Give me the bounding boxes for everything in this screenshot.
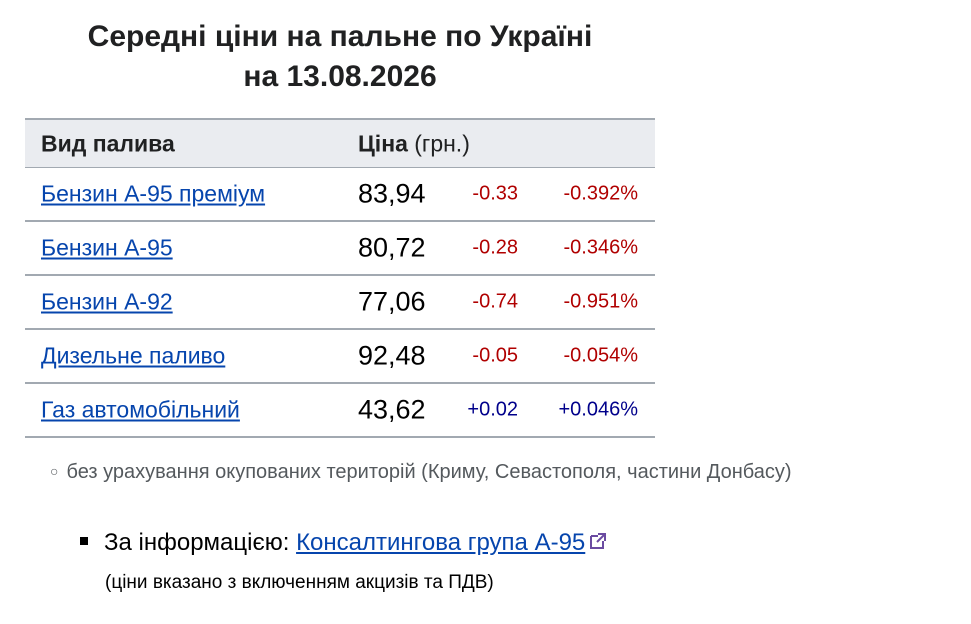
- price: 92,48: [358, 340, 426, 371]
- price: 83,94: [358, 178, 426, 209]
- price-table: Вид палива Ціна (грн.) Бензин А-95 премі…: [25, 118, 655, 438]
- header-cell: Вид палива: [41, 130, 175, 156]
- external-link-icon: [590, 533, 607, 549]
- table-row: Дизельне паливо 92,48 -0.05 -0.054%: [25, 330, 655, 384]
- price-change-percent: -0.346%: [563, 236, 639, 259]
- table-row: Бензин А-95 80,72 -0.28 -0.346%: [25, 222, 655, 276]
- bullet: ○: [50, 463, 59, 479]
- bullet: [80, 537, 88, 545]
- title-line: Середні ціни на пальне по Україні: [87, 20, 593, 53]
- source-remark: (ціни вказано з включенням акцизів та ПД…: [105, 572, 494, 593]
- table-row: Бензин А-92 77,06 -0.74 -0.951%: [25, 276, 655, 330]
- note: ○ без урахування окупованих територій (Кр…: [50, 461, 792, 484]
- price-change-percent: +0.046%: [558, 398, 638, 421]
- price-change-percent: -0.392%: [563, 182, 639, 205]
- source-label: За інформацією:: [104, 529, 290, 556]
- header-unit: (грн.): [414, 130, 470, 156]
- fuel-link[interactable]: Газ автомобільний: [41, 396, 240, 423]
- fuel-link[interactable]: Бензин А-95: [41, 234, 173, 261]
- price-change: -0.33: [472, 182, 518, 205]
- price: 80,72: [358, 232, 426, 263]
- fuel-link[interactable]: Бензин А-92: [41, 288, 173, 315]
- price: 43,62: [358, 394, 426, 425]
- price-change: -0.05: [472, 344, 518, 367]
- table-row: Газ автомобільний 43,62 +0.02 +0.046%: [25, 384, 655, 438]
- fuel-link[interactable]: Дизельне паливо: [41, 342, 226, 369]
- source: За інформацією: Консалтингова група А-95: [80, 529, 608, 557]
- header-cell: Ціна (грн.): [358, 130, 470, 157]
- source-link[interactable]: Консалтингова група А-95: [296, 529, 586, 556]
- price-change: -0.28: [472, 236, 518, 259]
- price-change-percent: -0.054%: [563, 344, 639, 367]
- table-header: Вид палива Ціна (грн.): [25, 118, 655, 168]
- header-price: Ціна: [358, 130, 408, 156]
- table-row: Бензин А-95 преміум 83,94 -0.33 -0.392%: [25, 168, 655, 222]
- price: 77,06: [358, 286, 426, 317]
- price-change: +0.02: [467, 398, 518, 421]
- price-change: -0.74: [472, 290, 518, 313]
- title-line: на 13.08.2026: [243, 60, 437, 93]
- price-change-percent: -0.951%: [563, 290, 639, 313]
- fuel-link[interactable]: Бензин А-95 преміум: [41, 180, 266, 207]
- note-text: без урахування окупованих територій (Кри…: [66, 461, 792, 483]
